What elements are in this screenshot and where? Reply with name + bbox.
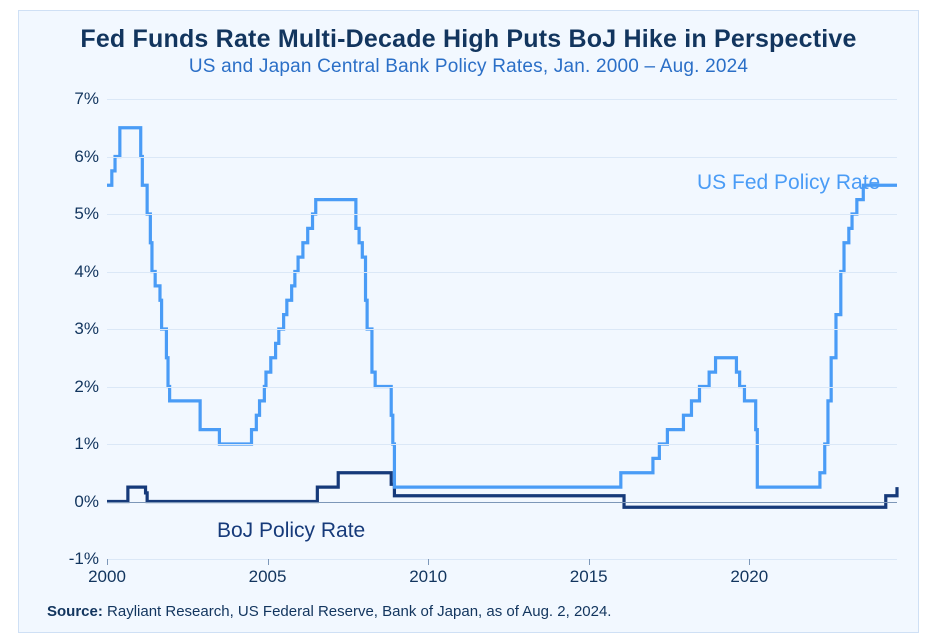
fed-series-label: US Fed Policy Rate <box>697 171 880 195</box>
source-label: Source: <box>47 603 103 620</box>
x-tick-label: 2010 <box>409 567 447 587</box>
grid-line <box>107 387 897 388</box>
y-tick-label: 3% <box>39 319 99 339</box>
plot-area: US Fed Policy Rate BoJ Policy Rate -1%0%… <box>107 99 897 559</box>
y-tick-label: 2% <box>39 377 99 397</box>
y-tick-label: 0% <box>39 492 99 512</box>
x-tick-mark <box>428 559 429 565</box>
boj-series-label: BoJ Policy Rate <box>217 519 365 543</box>
y-tick-label: 6% <box>39 147 99 167</box>
grid-line <box>107 214 897 215</box>
grid-line <box>107 99 897 100</box>
y-tick-label: 5% <box>39 204 99 224</box>
source-body: Rayliant Research, US Federal Reserve, B… <box>103 603 612 620</box>
y-tick-label: 1% <box>39 434 99 454</box>
y-tick-label: -1% <box>39 549 99 569</box>
x-tick-label: 2005 <box>249 567 287 587</box>
chart-title: Fed Funds Rate Multi-Decade High Puts Bo… <box>19 11 918 54</box>
x-tick-mark <box>268 559 269 565</box>
grid-line <box>107 329 897 330</box>
y-tick-label: 7% <box>39 89 99 109</box>
grid-line <box>107 559 897 560</box>
grid-line <box>107 272 897 273</box>
grid-line <box>107 444 897 445</box>
grid-line <box>107 157 897 158</box>
zero-line <box>107 502 897 503</box>
chart-container: Fed Funds Rate Multi-Decade High Puts Bo… <box>18 10 919 633</box>
x-tick-mark <box>749 559 750 565</box>
y-tick-label: 4% <box>39 262 99 282</box>
x-tick-label: 2020 <box>730 567 768 587</box>
chart-subtitle: US and Japan Central Bank Policy Rates, … <box>19 54 918 78</box>
source-text: Source: Rayliant Research, US Federal Re… <box>47 603 611 620</box>
x-tick-mark <box>589 559 590 565</box>
x-tick-label: 2015 <box>570 567 608 587</box>
x-tick-mark <box>107 559 108 565</box>
x-tick-label: 2000 <box>88 567 126 587</box>
